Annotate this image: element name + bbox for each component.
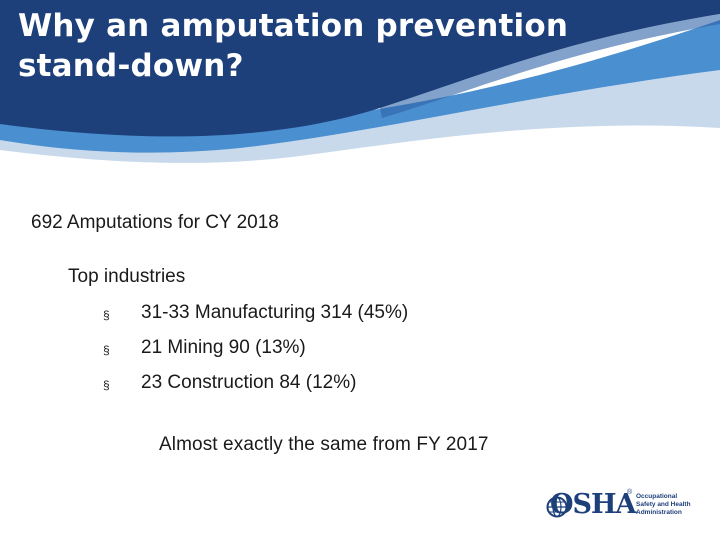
title-line-1: Why an amputation prevention	[18, 8, 569, 44]
osha-wordmark: OSHA	[550, 489, 636, 520]
industry-list: § 31-33 Manufacturing 314 (45%) § 21 Min…	[0, 302, 600, 407]
list-item: § 21 Mining 90 (13%)	[0, 337, 600, 372]
top-industries-heading: Top industries	[68, 266, 186, 287]
header-band-dark	[0, 0, 720, 137]
list-item-text: 21 Mining 90 (13%)	[141, 337, 306, 358]
tagline-line: Safety and Health	[636, 501, 691, 508]
osha-logo: OSHA ® Occupational Safety and Health Ad…	[546, 488, 706, 522]
globe-icon	[546, 496, 568, 518]
list-item-text: 31-33 Manufacturing 314 (45%)	[141, 302, 409, 323]
header-banner	[0, 0, 720, 163]
bullet-icon: §	[103, 378, 110, 392]
header-highlight	[380, 14, 720, 118]
registered-mark: ®	[627, 489, 633, 496]
amputations-count-text: 692 Amputations for CY 2018	[31, 212, 279, 233]
header-swoosh-mid	[0, 20, 720, 153]
tagline-line: Occupational	[636, 493, 678, 500]
title-line-2: stand-down?	[18, 48, 244, 84]
osha-tagline: Occupational Safety and Health Administr…	[636, 493, 706, 517]
list-item: § 23 Construction 84 (12%)	[0, 372, 600, 407]
closing-note: Almost exactly the same from FY 2017	[159, 434, 489, 455]
tagline-line: Administration	[636, 509, 682, 516]
bullet-icon: §	[103, 343, 110, 357]
list-item-text: 23 Construction 84 (12%)	[141, 372, 357, 393]
bullet-icon: §	[103, 308, 110, 322]
list-item: § 31-33 Manufacturing 314 (45%)	[0, 302, 600, 337]
slide-title: Why an amputation prevention stand-down?	[18, 6, 638, 86]
